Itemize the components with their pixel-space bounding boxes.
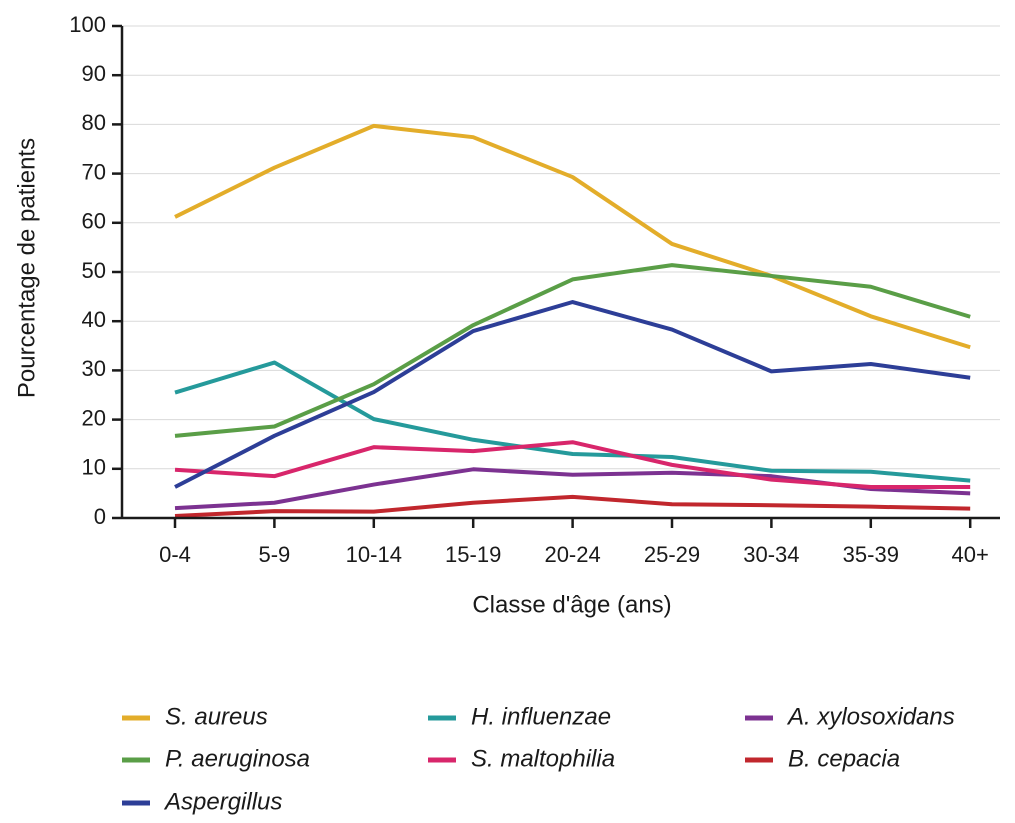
series-line	[174, 440, 971, 490]
series-line	[174, 123, 971, 350]
y-tick-label: 10	[82, 455, 106, 480]
y-tick-label: 30	[82, 356, 106, 381]
y-tick-label: 50	[82, 258, 106, 283]
y-tick-label: 80	[82, 110, 106, 135]
legend-label: Aspergillus	[163, 788, 282, 815]
y-tick-label: 0	[94, 504, 106, 529]
y-tick-label: 60	[82, 209, 106, 234]
x-tick-label: 35-39	[843, 542, 899, 567]
x-tick-label: 40+	[952, 542, 989, 567]
x-tick-label: 15-19	[445, 542, 501, 567]
y-axis-label: Pourcentage de patients	[13, 138, 40, 398]
series-line	[174, 360, 971, 483]
x-axis-label: Classe d'âge (ans)	[472, 591, 671, 618]
x-tick-label: 10-14	[346, 542, 402, 567]
x-tick-label: 0-4	[159, 542, 191, 567]
legend-label: B. cepacia	[788, 745, 900, 772]
legend-label: A. xylosoxidans	[786, 703, 955, 730]
series-line	[174, 300, 971, 489]
series-line	[174, 467, 971, 511]
x-tick-label: 30-34	[743, 542, 799, 567]
series-line	[174, 494, 971, 519]
legend-label: S. maltophilia	[471, 745, 615, 772]
series-line	[174, 263, 971, 438]
y-tick-label: 70	[82, 159, 106, 184]
legend-label: H. influenzae	[471, 703, 611, 730]
y-tick-label: 20	[82, 405, 106, 430]
x-tick-label: 5-9	[259, 542, 291, 567]
legend-label: S. aureus	[165, 703, 268, 730]
y-tick-label: 90	[82, 61, 106, 86]
x-tick-label: 25-29	[644, 542, 700, 567]
x-tick-label: 20-24	[544, 542, 600, 567]
y-tick-label: 100	[69, 12, 106, 37]
y-tick-label: 40	[82, 307, 106, 332]
legend-label: P. aeruginosa	[165, 745, 310, 772]
